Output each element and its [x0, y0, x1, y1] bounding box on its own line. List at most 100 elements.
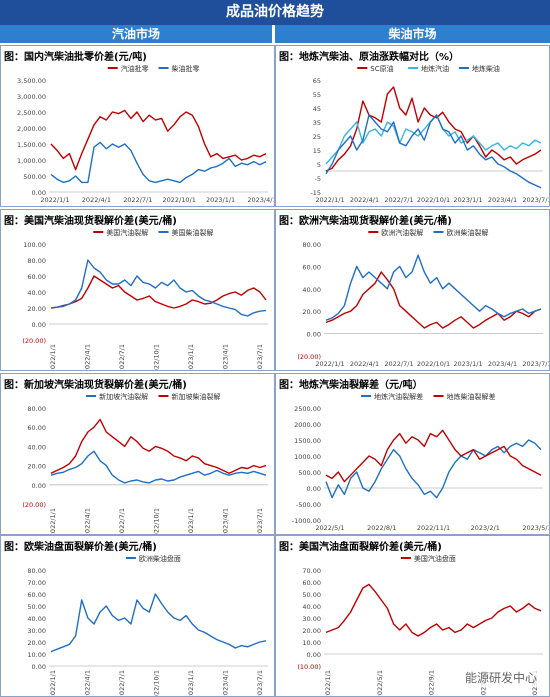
- series-line: [325, 429, 542, 483]
- y-tick-label: 0.00: [32, 321, 46, 329]
- x-tick-label: 2022/10/1: [153, 344, 161, 370]
- legend-label: 汽油批零: [121, 64, 149, 73]
- x-tick-label: 2023/4/1: [222, 508, 230, 534]
- series-line: [50, 259, 267, 317]
- x-tick-label: 2022/7/1: [123, 196, 152, 204]
- y-tick-label: 0.00: [32, 189, 46, 197]
- x-tick-label: 2022/4/1: [84, 508, 92, 534]
- x-tick-label: 2022/1/1: [315, 196, 344, 204]
- y-tick-label: 40.00: [302, 286, 321, 294]
- y-tick-label: 80.00: [27, 567, 46, 575]
- y-tick-label: 60.00: [27, 591, 46, 599]
- legend-label: SC原油: [370, 64, 393, 73]
- y-tick-label: 10.00: [27, 651, 46, 659]
- y-tick-label: 60.00: [302, 579, 321, 587]
- x-tick-label: 2023/4/1: [488, 360, 517, 368]
- series-line: [50, 450, 267, 484]
- x-tick-label: 2023/7/1: [522, 196, 549, 204]
- chart-title: 图：国内汽柴油批零价差(元/吨): [4, 52, 147, 63]
- y-tick-label: 30.00: [27, 627, 46, 635]
- legend-label: 美国柴油裂解: [172, 228, 214, 237]
- legend-label: 新加坡汽油裂解: [99, 392, 148, 401]
- y-tick-label: 2,500.00: [17, 109, 46, 117]
- y-tick-label: 40.00: [27, 615, 46, 623]
- x-tick-label: 2022/1/1: [49, 670, 57, 696]
- x-tick-label: 2022/4/1: [84, 344, 92, 370]
- series-line: [50, 418, 267, 475]
- y-tick-label: 50.00: [302, 591, 321, 599]
- y-tick-label: 55: [313, 91, 321, 99]
- x-tick-label: 2022/10/1: [417, 196, 450, 204]
- y-tick-label: 3,000.00: [17, 93, 46, 101]
- x-tick-label: 2022/5/1: [376, 670, 384, 696]
- legend-label: 新加坡柴油裂解: [172, 392, 221, 401]
- y-tick-label: 500.00: [23, 173, 46, 181]
- y-tick-label: 25: [313, 133, 321, 141]
- legend-label: 美国汽油盘面: [414, 554, 456, 563]
- watermark: 能源研发中心: [461, 669, 540, 686]
- series-line: [50, 109, 267, 171]
- x-tick-label: 2022/7/1: [118, 344, 126, 370]
- chart-panel: 图：地炼汽柴油、原油涨跌幅对比（%） 65 55 45 35 25 15 5 -5 -15 2022…: [275, 45, 550, 207]
- y-tick-label: 0.00: [307, 485, 321, 493]
- x-tick-label: 2022/5/1: [315, 524, 344, 532]
- left-column-header: 汽油市场: [0, 25, 272, 43]
- x-tick-label: 2023/7/1: [256, 344, 264, 370]
- x-tick-label: 2023/7/1: [522, 360, 549, 368]
- series-line: [325, 114, 542, 189]
- y-tick-label: 2500.00: [294, 405, 321, 413]
- y-tick-label: 100.00: [23, 241, 46, 249]
- x-tick-label: 2023/2/1: [471, 524, 500, 532]
- x-tick-label: 2022/4/1: [350, 196, 379, 204]
- x-tick-label: 2023/1/1: [187, 508, 195, 534]
- y-tick-label: (20.00): [22, 337, 46, 345]
- x-tick-label: 2023/1/1: [206, 196, 235, 204]
- y-tick-label: 15: [313, 147, 321, 155]
- legend-label: 欧洲汽油裂解: [381, 228, 423, 237]
- y-tick-label: 1000.00: [294, 453, 321, 461]
- chart-title: 图：地炼汽柴油、原油涨跌幅对比（%）: [279, 52, 460, 63]
- x-tick-label: 2022/10/1: [153, 508, 161, 534]
- chart-panel: 图：欧洲汽柴油现货裂解价差(美元/桶) 80.00 60.00 40.00 20.00 0…: [275, 209, 550, 371]
- y-tick-label: -5: [315, 175, 321, 183]
- y-tick-label: 60.00: [27, 424, 46, 432]
- x-tick-label: 2023/1/1: [453, 196, 482, 204]
- series-line: [325, 439, 542, 499]
- y-tick-label: -15: [310, 189, 321, 197]
- y-tick-label: 30.00: [302, 615, 321, 623]
- legend-label: 美国汽油裂解: [106, 228, 148, 237]
- y-tick-label: 60.00: [302, 263, 321, 271]
- y-tick-label: 70.00: [27, 579, 46, 587]
- series-line: [325, 271, 542, 329]
- y-tick-label: -500.00: [296, 501, 321, 509]
- x-tick-label: 2023/1/1: [187, 344, 195, 370]
- y-tick-label: 20.00: [27, 305, 46, 313]
- chart-title: 图：欧柴油盘面裂解价差(美元/桶): [4, 542, 157, 553]
- line-chart: 80.00 60.00 40.00 20.00 0.00 (20.00)2022/1/1 2…: [297, 228, 549, 368]
- x-tick-label: 2022/1/1: [324, 670, 332, 696]
- chart-title: 图：欧洲汽柴油现货裂解价差(美元/桶): [279, 216, 452, 227]
- x-tick-label: 2023/4/1: [222, 344, 230, 370]
- y-tick-label: 70.00: [302, 567, 321, 575]
- x-tick-label: 2023/4/1: [488, 196, 517, 204]
- x-tick-label: 2022/7/1: [118, 670, 126, 696]
- x-tick-label: 2023/7/1: [256, 670, 264, 696]
- y-tick-label: 60.00: [27, 273, 46, 281]
- x-tick-label: 2022/1/1: [49, 508, 57, 534]
- y-tick-label: 1500.00: [294, 437, 321, 445]
- y-tick-label: 20.00: [302, 627, 321, 635]
- y-tick-label: 3,500.00: [17, 77, 46, 85]
- x-tick-label: 2022/4/1: [82, 196, 111, 204]
- x-tick-label: 2023/1/1: [187, 670, 195, 696]
- series-line: [325, 86, 542, 172]
- chart-panel: 图：地炼汽柴油裂解差（元/吨） 2500.00 2000.00 1500.00 1000…: [275, 373, 550, 535]
- legend-label: 地炼汽油裂解差: [374, 392, 423, 401]
- chart-panel: 图：欧柴油盘面裂解价差(美元/桶) 80.00 70.00 60.00 50.00 40.…: [0, 535, 275, 697]
- chart-panel: 图：美国汽油盘面裂解价差(美元/桶) 70.00 60.00 50.00 40.00 30…: [275, 535, 550, 697]
- x-tick-label: 2023/4/1: [247, 196, 274, 204]
- x-tick-label: 2022/8/1: [367, 524, 396, 532]
- x-tick-label: 2022/1/1: [49, 344, 57, 370]
- y-tick-label: 50.00: [27, 603, 46, 611]
- x-tick-label: 2022/4/1: [84, 670, 92, 696]
- x-tick-label: 2022/1/1: [40, 196, 69, 204]
